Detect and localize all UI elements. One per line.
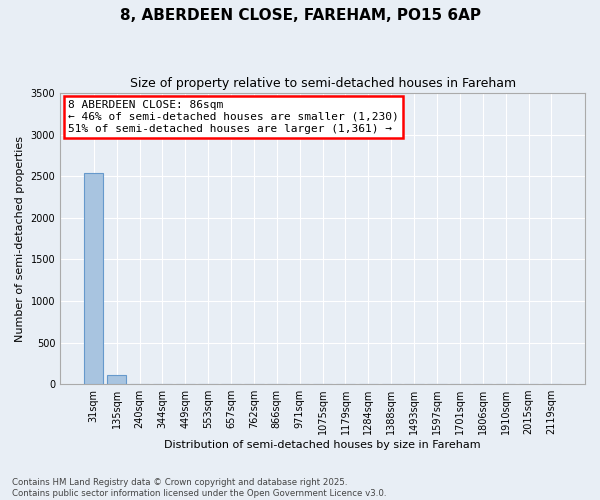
Bar bbox=[107, 375, 127, 384]
X-axis label: Distribution of semi-detached houses by size in Fareham: Distribution of semi-detached houses by … bbox=[164, 440, 481, 450]
Text: 8 ABERDEEN CLOSE: 86sqm
← 46% of semi-detached houses are smaller (1,230)
51% of: 8 ABERDEEN CLOSE: 86sqm ← 46% of semi-de… bbox=[68, 100, 399, 134]
Text: Contains HM Land Registry data © Crown copyright and database right 2025.
Contai: Contains HM Land Registry data © Crown c… bbox=[12, 478, 386, 498]
Text: 8, ABERDEEN CLOSE, FAREHAM, PO15 6AP: 8, ABERDEEN CLOSE, FAREHAM, PO15 6AP bbox=[119, 8, 481, 22]
Y-axis label: Number of semi-detached properties: Number of semi-detached properties bbox=[15, 136, 25, 342]
Title: Size of property relative to semi-detached houses in Fareham: Size of property relative to semi-detach… bbox=[130, 78, 515, 90]
Bar bbox=[84, 173, 103, 384]
